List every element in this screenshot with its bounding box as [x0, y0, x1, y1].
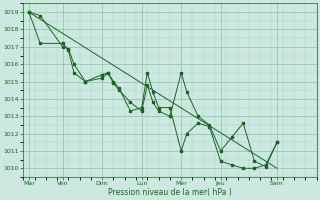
X-axis label: Pression niveau de la mer( hPa ): Pression niveau de la mer( hPa ) — [108, 188, 232, 197]
